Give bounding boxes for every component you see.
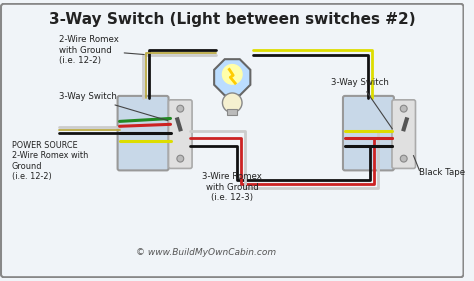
FancyBboxPatch shape [118,96,169,170]
Text: 3-Way Switch (Light between switches #2): 3-Way Switch (Light between switches #2) [49,12,416,27]
Text: © www.BuildMyOwnCabin.com: © www.BuildMyOwnCabin.com [136,248,276,257]
FancyBboxPatch shape [392,100,416,168]
Circle shape [177,155,184,162]
Text: 3-Way Switch: 3-Way Switch [59,92,168,121]
FancyBboxPatch shape [169,100,192,168]
Circle shape [401,155,407,162]
Circle shape [222,93,242,113]
Text: 3-Way Switch: 3-Way Switch [331,78,392,129]
FancyBboxPatch shape [1,4,464,277]
Text: Black Tape: Black Tape [419,168,465,177]
Bar [228,109,237,115]
FancyBboxPatch shape [343,96,394,170]
Circle shape [401,105,407,112]
Text: POWER SOURCE
2-Wire Romex with
Ground
(i.e. 12-2): POWER SOURCE 2-Wire Romex with Ground (i… [12,141,88,181]
Polygon shape [214,59,250,96]
Text: 3-Wire Romex
with Ground
(i.e. 12-3): 3-Wire Romex with Ground (i.e. 12-3) [202,172,262,202]
Circle shape [222,65,242,84]
Circle shape [177,105,184,112]
Text: 2-Wire Romex
with Ground
(i.e. 12-2): 2-Wire Romex with Ground (i.e. 12-2) [59,35,144,65]
